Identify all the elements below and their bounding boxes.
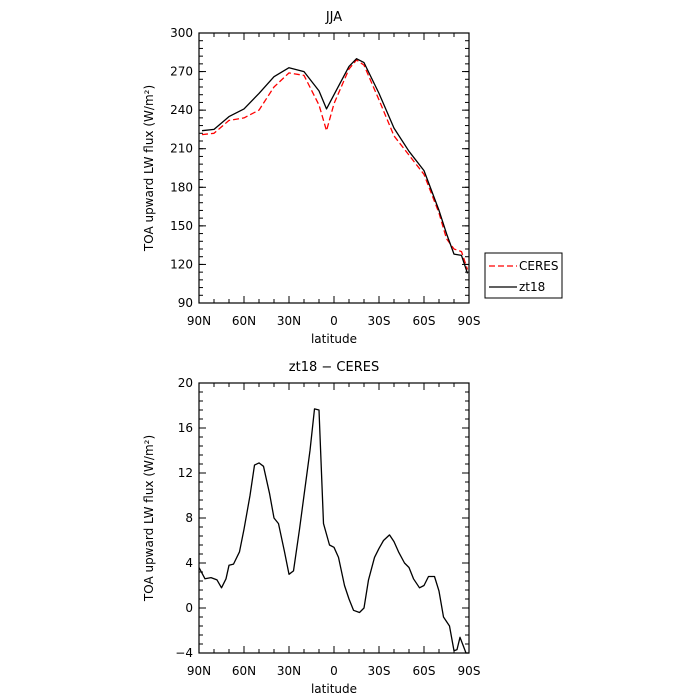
y-tick-label: 180 [170, 180, 193, 194]
x-tick-label: 90N [187, 664, 211, 678]
chart-title: JJA [325, 10, 342, 25]
y-tick-label: 90 [178, 296, 193, 310]
series-line-difference [198, 408, 469, 654]
y-tick-label: 270 [170, 65, 193, 79]
y-tick-label: 0 [185, 601, 193, 615]
x-tick-label: 60S [413, 664, 436, 678]
legend-box [484, 252, 563, 299]
x-tick-label: 30N [277, 664, 301, 678]
y-tick-label: 16 [178, 421, 193, 435]
x-tick-label: 60N [232, 314, 256, 328]
x-tick-label: 30N [277, 314, 301, 328]
series-line-zt18 [201, 58, 469, 274]
x-tick-label: 0 [330, 314, 338, 328]
x-tick-label: 0 [330, 664, 338, 678]
x-tick-label: 90N [187, 314, 211, 328]
plot-frame [198, 32, 470, 304]
y-tick-label: 210 [170, 142, 193, 156]
y-axis-label: TOA upward LW flux (W/m²) [142, 435, 156, 602]
x-tick-label: 90S [458, 664, 481, 678]
y-tick-label: 240 [170, 103, 193, 117]
chart-title: zt18 − CERES [289, 360, 379, 375]
y-tick-label: 8 [185, 511, 193, 525]
y-tick-label: 300 [170, 26, 193, 40]
x-tick-label: 60N [232, 664, 256, 678]
y-tick-label: 120 [170, 257, 193, 271]
y-axis-label: TOA upward LW flux (W/m²) [142, 85, 156, 252]
y-tick-label: 150 [170, 219, 193, 233]
y-tick-label: −4 [175, 646, 193, 660]
x-axis-label: latitude [311, 682, 357, 696]
y-tick-label: 12 [178, 466, 193, 480]
plot-frame [198, 382, 470, 654]
legend-label: zt18 [519, 280, 545, 294]
y-tick-label: 20 [178, 376, 193, 390]
series-line-ceres [201, 59, 469, 270]
x-tick-label: 60S [413, 314, 436, 328]
x-tick-label: 30S [368, 314, 391, 328]
y-tick-label: 4 [185, 556, 193, 570]
x-tick-label: 90S [458, 314, 481, 328]
x-axis-label: latitude [311, 332, 357, 346]
legend-label: CERES [519, 259, 559, 273]
x-tick-label: 30S [368, 664, 391, 678]
